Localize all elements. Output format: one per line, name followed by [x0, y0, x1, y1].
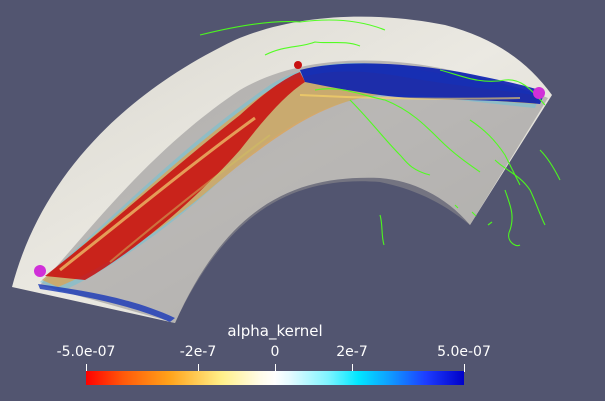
scalar-bar-tick-mark	[198, 364, 199, 372]
station-marker-icon[interactable]	[294, 61, 302, 69]
scalar-bar-tick-label: 2e-7	[336, 344, 368, 360]
scalar-bar-tick-mark	[352, 364, 353, 372]
scalar-bar-title: alpha_kernel	[227, 322, 323, 340]
receiver-marker-icon[interactable]	[533, 87, 545, 99]
scalar-bar-tick-label: -5.0e-07	[56, 344, 116, 360]
scalar-bar-tick-label: 0	[270, 344, 280, 360]
scalar-bar-tick-label: 5.0e-07	[437, 344, 491, 360]
coastlines	[199, 19, 561, 247]
scalar-bar: alpha_kernel -5.0e-07 -2e-7 0 2e-7 5.0e-…	[40, 318, 510, 398]
scalar-bar-tick-label: -2e-7	[179, 344, 217, 360]
source-marker-icon[interactable]	[34, 265, 46, 277]
sensitivity-kernel	[38, 62, 545, 322]
scalar-bar-colormap	[86, 371, 464, 385]
scalar-bar-tick-mark	[464, 364, 465, 372]
slice-plane	[40, 60, 548, 323]
scalar-bar-tick-mark	[86, 364, 87, 372]
scalar-bar-tick-mark	[275, 364, 276, 372]
